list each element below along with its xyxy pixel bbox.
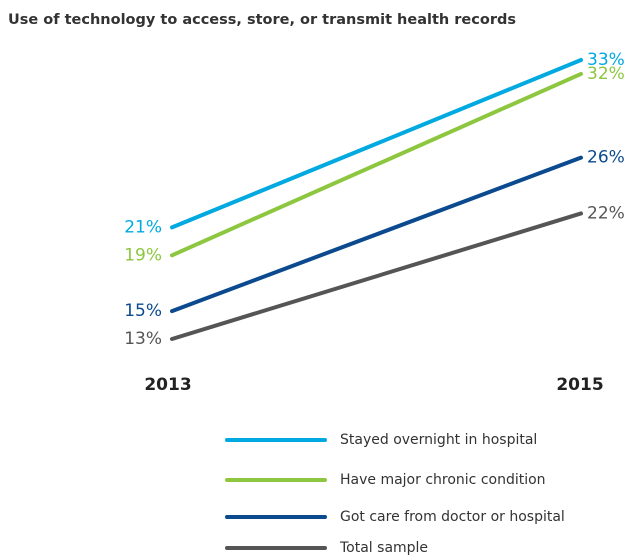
value-label: 15%	[124, 301, 162, 321]
x-tick-label: 2013	[144, 375, 191, 395]
value-label: 22%	[587, 203, 625, 223]
legend-label: Stayed overnight in hospital	[340, 432, 537, 448]
value-label: 33%	[587, 50, 625, 70]
legend-label: Total sample	[339, 540, 428, 556]
value-label: 32%	[587, 64, 625, 84]
series-line	[170, 211, 583, 341]
value-label: 19%	[124, 245, 162, 265]
value-label: 13%	[124, 329, 162, 349]
legend-label: Have major chronic condition	[340, 472, 546, 488]
value-label: 21%	[124, 217, 162, 237]
series-line	[170, 71, 583, 258]
chart-title: Use of technology to access, store, or t…	[8, 12, 516, 28]
value-label: 26%	[587, 148, 625, 168]
series-line	[170, 58, 583, 230]
legend-label: Got care from doctor or hospital	[340, 509, 565, 525]
x-tick-label: 2015	[556, 375, 603, 395]
series-line	[170, 155, 583, 314]
